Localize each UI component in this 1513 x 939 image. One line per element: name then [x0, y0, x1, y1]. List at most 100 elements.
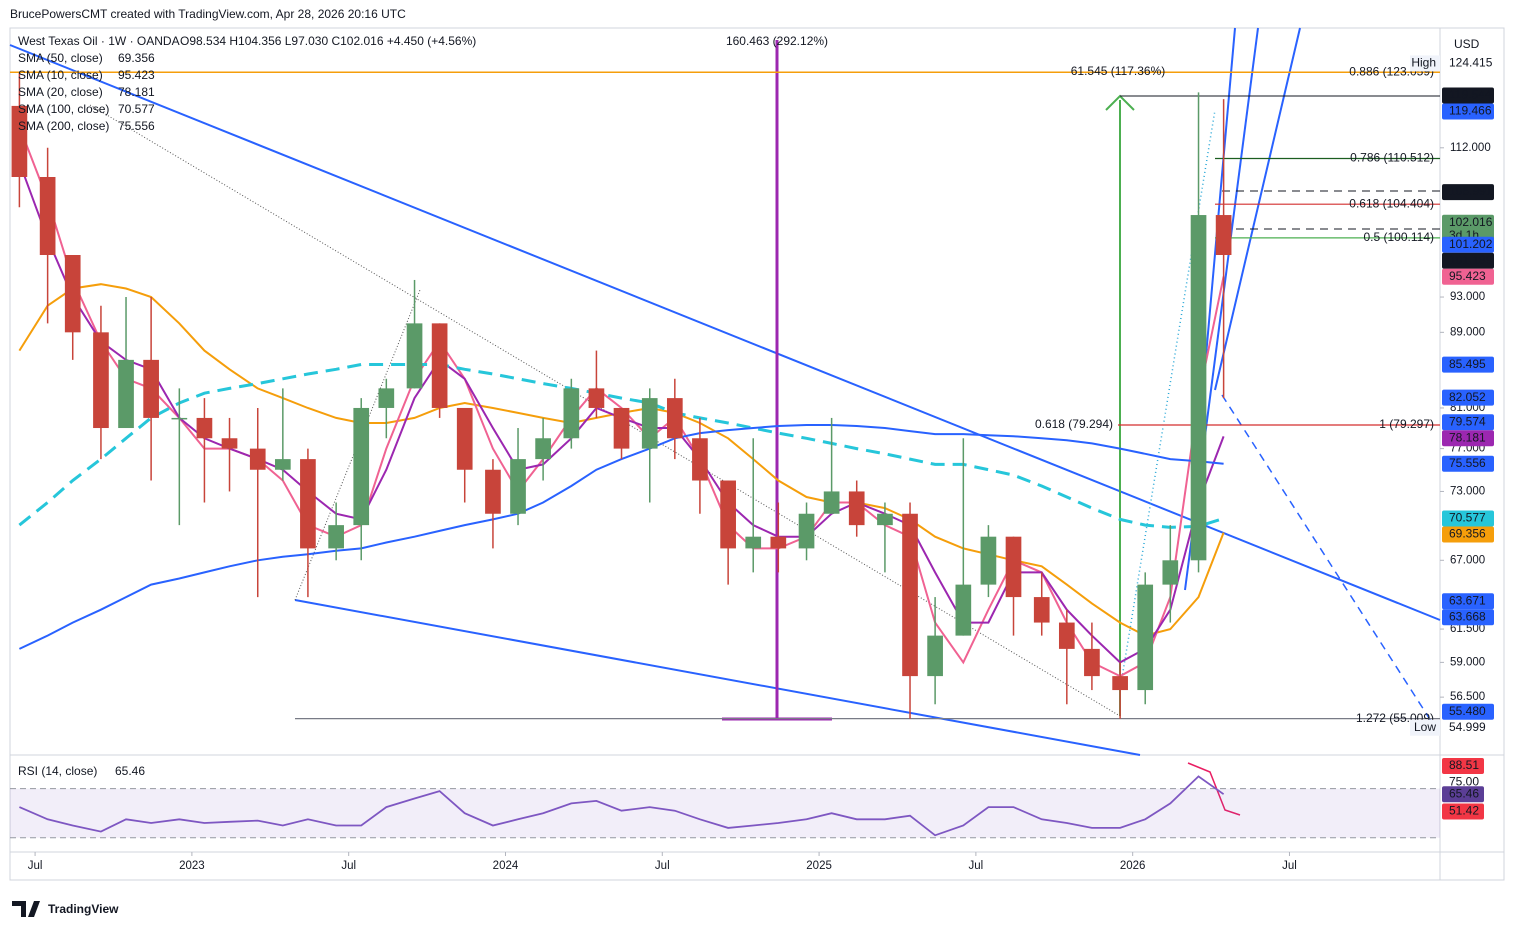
x-tick-label: 2023 [179, 860, 205, 872]
price-tag-label: 63.668 [1449, 609, 1486, 623]
price-tag-bg [1442, 87, 1494, 104]
y-tick-label: 61.500 [1450, 623, 1485, 635]
annotation: 0.618 (79.294) [1035, 417, 1113, 431]
trendline [294, 599, 1141, 756]
price-tag: 119.544 [1442, 87, 1494, 104]
candle-body [93, 332, 109, 429]
price-tag-label: 119.544 [1449, 88, 1492, 102]
legend-value: 75.556 [118, 119, 155, 133]
candle-body [300, 459, 316, 549]
price-tag-label: 79.574 [1449, 414, 1486, 428]
price-tag-label: 124.415 [1449, 56, 1493, 70]
candle-body [1162, 560, 1179, 585]
price-tag: 75.556 [1442, 455, 1494, 472]
legend-value: 95.423 [118, 68, 155, 82]
candle-body [563, 388, 580, 439]
rsi-arrow [1187, 762, 1241, 816]
legend-name: SMA (50, close) [18, 51, 103, 65]
header: BrucePowersCMT created with TradingView.… [10, 7, 406, 21]
x-tick-label: Jul [655, 860, 670, 872]
instrument-title: West Texas Oil · 1W · OANDA [18, 34, 180, 48]
candle-body [823, 491, 840, 514]
price-tag-bg [1442, 214, 1494, 243]
rsi-tag: 51.42 [1442, 803, 1484, 820]
price-tag-label: 102.016 [1449, 215, 1493, 229]
level-label: 0.5 (100.114) [1364, 230, 1435, 244]
price-tag: 78.181 [1442, 430, 1494, 447]
candle-body [378, 388, 395, 408]
candle-body [328, 525, 344, 549]
candle-body [1005, 536, 1022, 598]
candle-body [431, 323, 448, 408]
price-tag-bg [1442, 356, 1494, 373]
candle-body [902, 513, 918, 677]
legend-value: 69.356 [118, 51, 155, 65]
candle-body [1190, 215, 1207, 561]
price-tag-bg [1442, 103, 1494, 120]
currency: USD [1454, 37, 1480, 51]
rsi-band [10, 788, 1440, 838]
price-tag-label: 70.577 [1449, 511, 1486, 525]
price-tag-bg [1442, 593, 1494, 610]
candle-body [171, 417, 188, 420]
legend-value: 70.577 [118, 102, 155, 116]
frame [9, 27, 1505, 881]
rsi-name: RSI (14, close) [18, 764, 97, 778]
rsi-tag: 75.00 [1449, 775, 1479, 789]
candle-body [980, 536, 997, 585]
price-tag-label: 85.495 [1449, 357, 1486, 371]
note-bg [1410, 719, 1440, 736]
rsi-tag-label: 65.46 [1449, 786, 1479, 800]
candle-body [353, 407, 370, 526]
candle-body [274, 459, 291, 470]
price-tag-bg [1442, 430, 1494, 447]
price-tag-bg [1442, 252, 1494, 269]
price-tag-bg [1442, 414, 1494, 431]
x-tick-label: 2024 [493, 860, 519, 872]
price-tag-bg [1442, 268, 1494, 285]
price-tag-label: 119.466 [1449, 104, 1492, 118]
price-tag-label: 95.423 [1449, 269, 1486, 283]
price-tag: 63.671 [1442, 593, 1494, 610]
note-bg [1410, 55, 1440, 72]
price-tag-label: 63.671 [1449, 593, 1486, 607]
price-tag-bg [1442, 526, 1494, 543]
level-label: 0.786 (110.512) [1350, 151, 1434, 165]
drawings: 0.886 (123.059)0.786 (110.512)0.618 (104… [9, 27, 1441, 816]
price-tag: 101.202 [1442, 236, 1494, 253]
candle-body [1058, 622, 1075, 649]
price-tag-label: 101.189 [1449, 253, 1493, 267]
tag-note: High [1411, 56, 1436, 70]
candle-body [927, 635, 943, 677]
price-tag: 70.577 [1442, 510, 1494, 527]
quote: O98.534 H104.356 L97.030 C102.016 +4.450… [180, 34, 476, 48]
price-tag-label: 101.202 [1449, 237, 1493, 251]
candle-body [143, 359, 159, 418]
price-tag: 63.668 [1442, 609, 1494, 626]
legend-name: SMA (200, close) [18, 119, 109, 133]
price-tag-bg [1442, 184, 1494, 201]
candle-body [588, 388, 605, 408]
level-label: 1 (79.297) [1379, 417, 1434, 431]
brand: TradingView [48, 902, 119, 916]
rsi-tag-label: 51.42 [1449, 804, 1479, 818]
level-label: 0.618 (104.404) [1349, 196, 1434, 210]
price-tag-label: 78.181 [1449, 430, 1486, 444]
candle-body [456, 407, 473, 470]
candle-body [877, 513, 893, 526]
y-tick-label: 89.000 [1450, 326, 1485, 338]
price-tag: 55.480 [1442, 703, 1494, 720]
annotation: 160.463 (292.12%) [726, 34, 828, 48]
price-tag: 85.495 [1442, 356, 1494, 373]
price-tag: 79.574 [1442, 414, 1494, 431]
candle-body [64, 255, 81, 333]
x-tick-label: Jul [28, 860, 43, 872]
sma-line [18, 363, 1225, 529]
candle-body [770, 536, 787, 549]
candle-body [692, 438, 708, 481]
candle-body [1112, 676, 1128, 691]
candle-body [535, 438, 551, 460]
price-tag: 119.466 [1442, 103, 1494, 120]
